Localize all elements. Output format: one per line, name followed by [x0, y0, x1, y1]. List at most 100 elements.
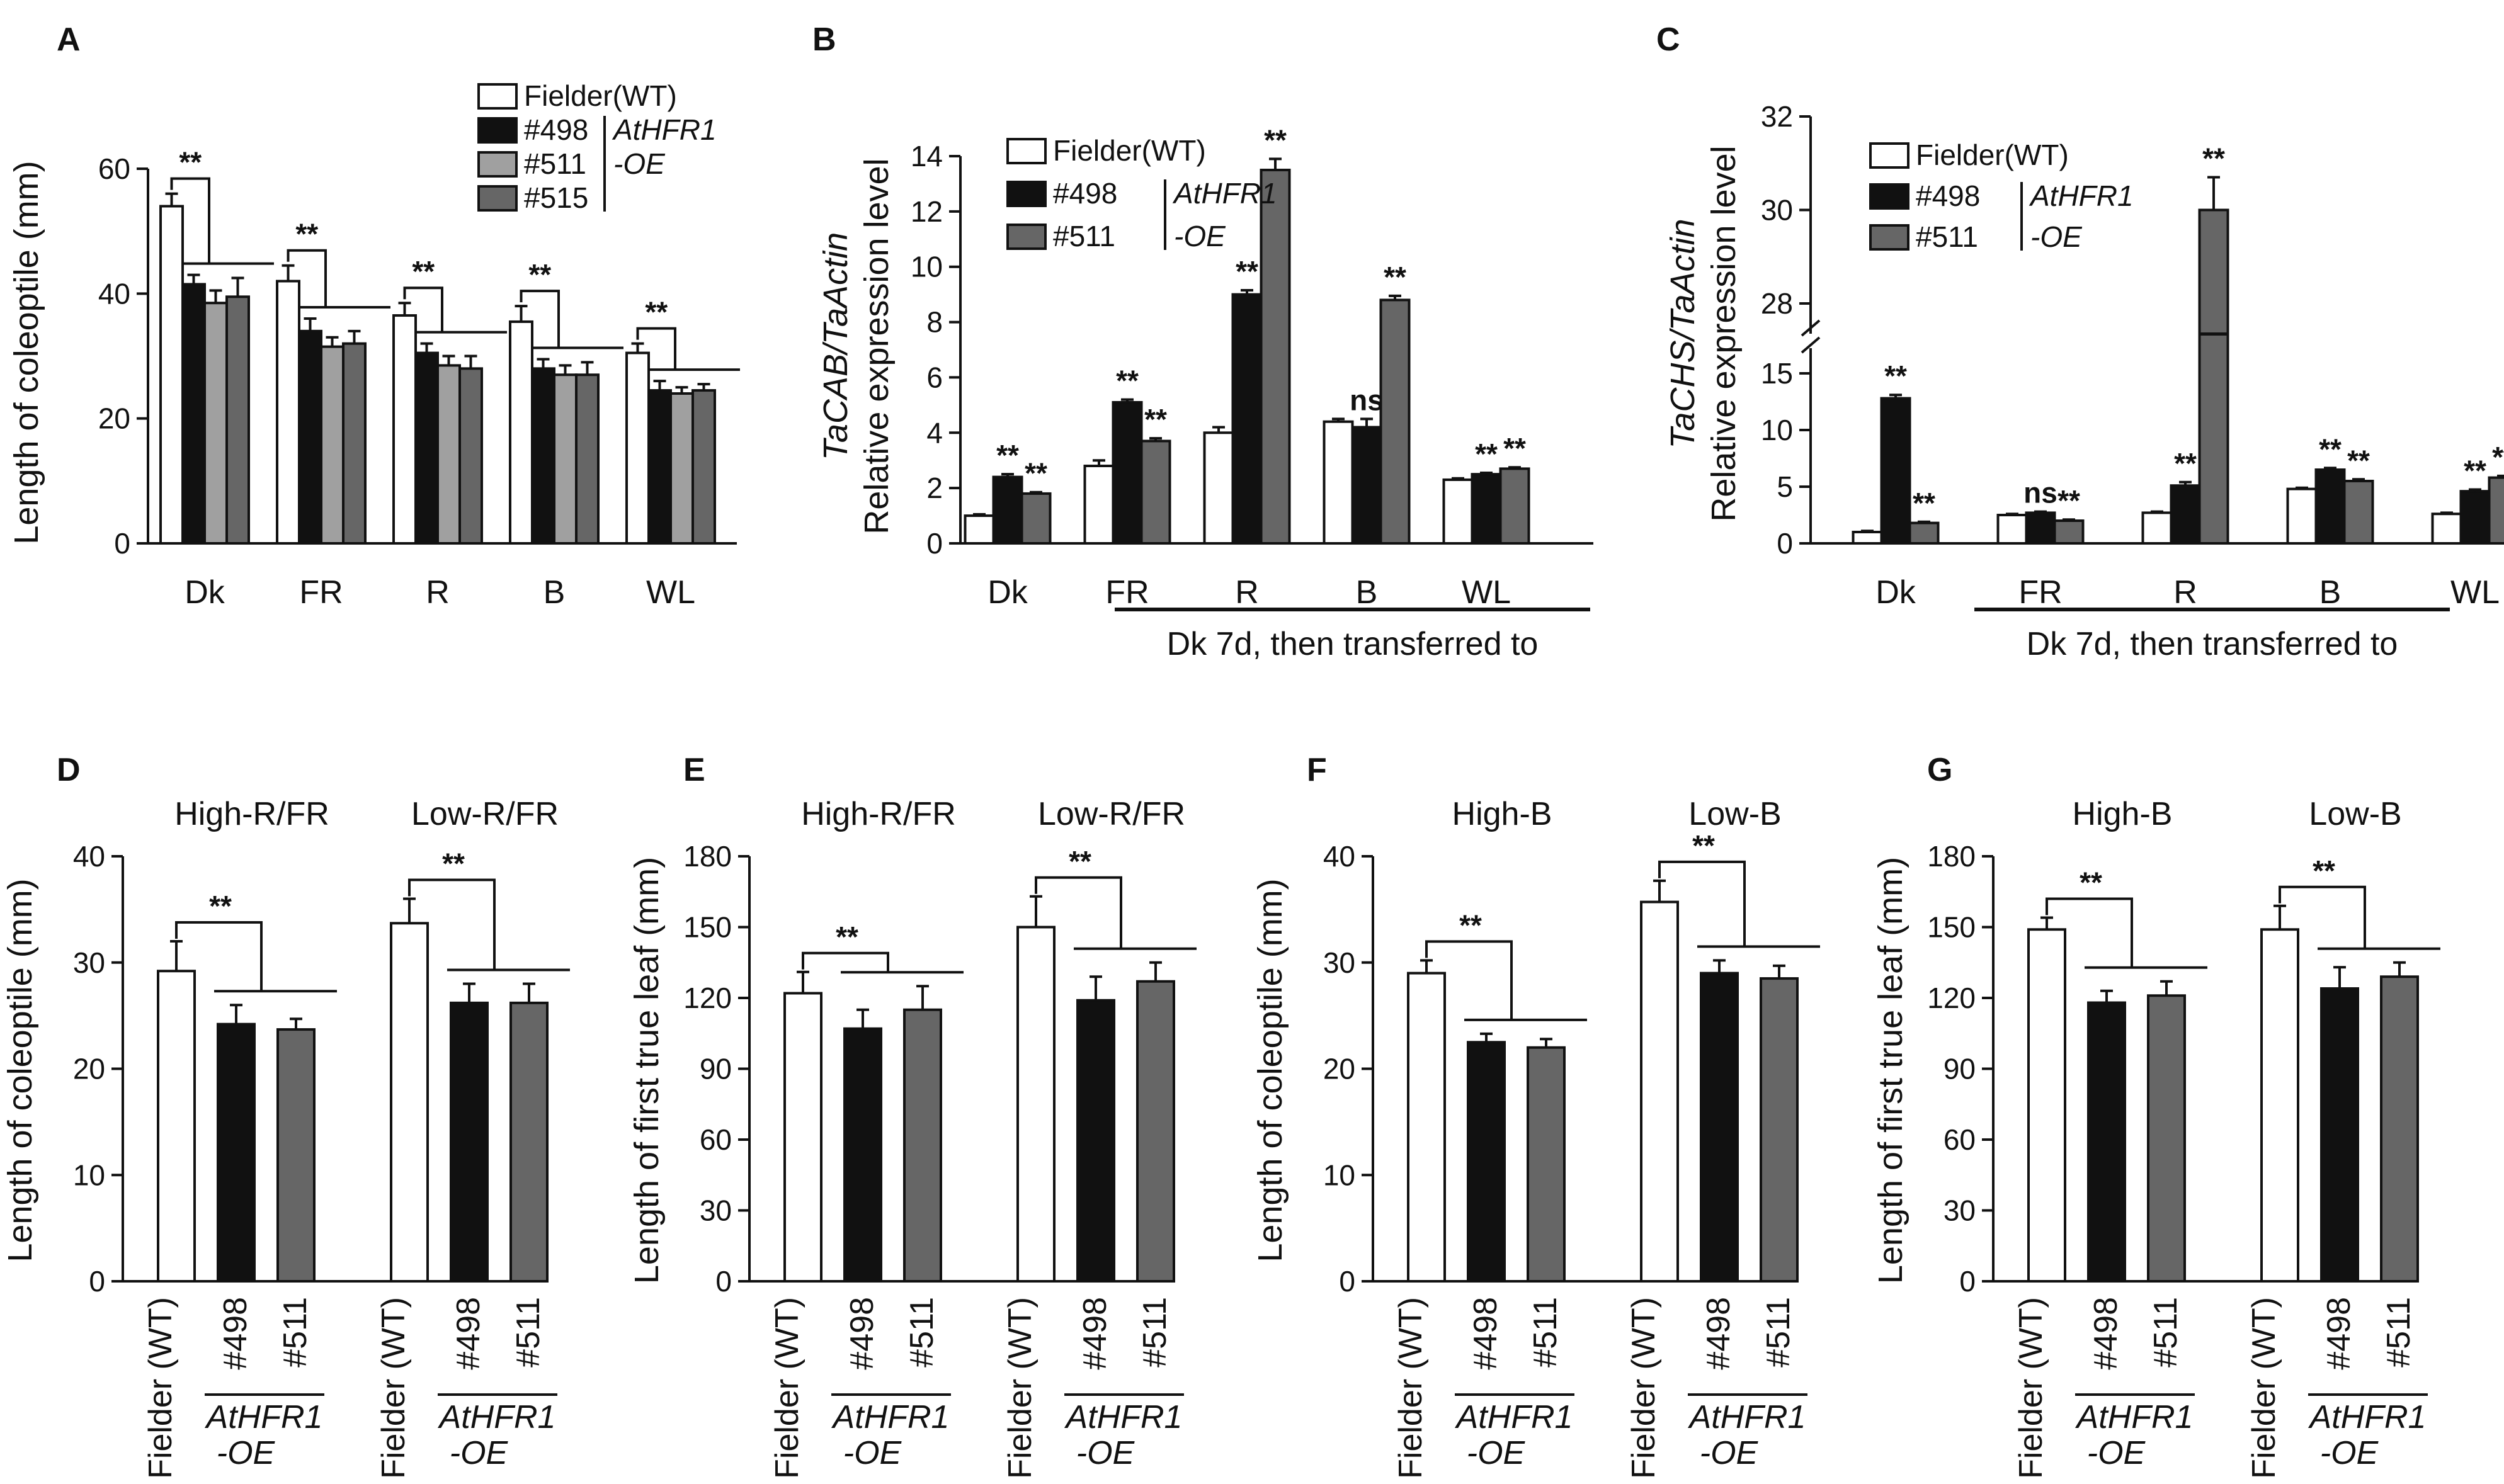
bar — [1020, 492, 1052, 545]
significance-label: ** — [996, 439, 1019, 472]
panel-f: F Length of coleoptile (mm) 0 10 20 30 40 High… — [1251, 752, 1820, 1479]
significance-label: ** — [645, 296, 668, 329]
error-bar — [1389, 294, 1401, 300]
bar — [276, 1028, 316, 1283]
bar — [390, 922, 429, 1283]
significance-label: ** — [1069, 845, 1091, 878]
bar-label-line: #498 — [1700, 1297, 1737, 1370]
error-bar — [2393, 961, 2406, 977]
x-category-label: FR — [1105, 574, 1149, 611]
legend-label: #498 — [1916, 179, 1980, 212]
bar — [1442, 478, 1474, 545]
bar — [2314, 468, 2346, 545]
error-bar — [326, 336, 339, 347]
y-tick-label: 150 — [683, 911, 732, 944]
bar — [531, 367, 555, 545]
y-tick-label: 14 — [911, 140, 943, 173]
error-bar — [1030, 490, 1042, 494]
significance-label: ** — [179, 146, 202, 179]
y-tick-label: 10 — [911, 251, 943, 283]
significance-bracket — [408, 878, 496, 970]
y-axis-title: Relative expression level — [1705, 145, 1743, 521]
significance-label: ** — [1913, 487, 1935, 519]
bar-label-wt: Fielder (WT) — [1625, 1297, 1662, 1479]
x-category-label: FR — [2018, 574, 2062, 611]
bar-label-wt: Fielder (WT) — [2246, 1297, 2282, 1479]
panel-a: A Length of coleoptile (mm) 0 20 40 60 Dk ** FR… — [8, 21, 740, 611]
bar — [1136, 980, 1175, 1283]
bar — [1260, 168, 1291, 545]
bar — [625, 351, 650, 545]
bar — [1471, 473, 1502, 545]
error-bar — [1540, 1038, 1552, 1048]
y-axis-title: Length of coleoptile (mm) — [1, 878, 39, 1262]
transfer-note: Dk 7d, then transferred to — [2027, 626, 2398, 662]
legend-swatch — [477, 117, 518, 144]
significance-label: ** — [836, 920, 858, 953]
significance-label: ** — [209, 890, 232, 922]
error-bar — [1030, 895, 1042, 927]
significance-label: ** — [2202, 142, 2225, 175]
bar — [575, 373, 600, 545]
legend-oe-text: -OE — [2030, 220, 2083, 253]
y-tick-label: 0 — [1339, 1265, 1355, 1298]
x-category-label: R — [1235, 574, 1259, 611]
legend-label: #515 — [524, 181, 588, 214]
bar — [1231, 293, 1263, 545]
y-tick-label: 120 — [683, 982, 732, 1014]
bar — [2286, 487, 2318, 545]
y-tick-label: 20 — [73, 1053, 105, 1085]
x-category-label: R — [426, 574, 450, 611]
y-tick-label: 30 — [700, 1194, 732, 1227]
bar — [1379, 298, 1411, 545]
error-bar — [2469, 488, 2481, 492]
bar — [217, 1022, 256, 1283]
error-bar — [403, 897, 416, 924]
y-tick-label: 0 — [1959, 1265, 1976, 1298]
y-tick-label: 20 — [1323, 1053, 1355, 1085]
legend-swatch — [1869, 224, 1909, 251]
significance-label: ** — [2492, 441, 2504, 473]
y-axis-title: Length of first true leaf (mm) — [1872, 857, 1909, 1284]
bar — [2087, 1001, 2126, 1283]
bar — [157, 970, 196, 1283]
legend-bracket-text: AtHFR1 — [612, 113, 717, 146]
legend-label: #511 — [524, 147, 586, 180]
panel-g-label: G — [1927, 752, 1952, 788]
bar — [458, 367, 483, 545]
error-bar — [1508, 466, 1521, 469]
legend-oe-text: -OE — [1174, 220, 1226, 252]
y-tick-label: 120 — [1927, 982, 1976, 1014]
panel-g: G Length of first true leaf (mm) 0 30 60 90 1… — [1872, 752, 2440, 1479]
oe-suffix: -OE — [450, 1435, 509, 1471]
panel-e-label: E — [683, 752, 705, 788]
legend-swatch — [477, 185, 518, 212]
axis-break-mark — [1801, 336, 1821, 354]
oe-line-name: AtHFR1 — [831, 1399, 950, 1436]
y-tick-label: 40 — [1323, 840, 1355, 873]
bar — [2170, 484, 2201, 545]
group-title: Low-R/FR — [1038, 796, 1185, 832]
y-tick-label: 0 — [114, 527, 130, 560]
y-tick-label: 32 — [1761, 100, 1793, 133]
y-tick-label: 90 — [1943, 1053, 1976, 1085]
y-tick-label: 150 — [1927, 911, 1976, 944]
x-category-label: B — [1356, 574, 1378, 611]
error-bar — [2497, 474, 2504, 478]
error-bar — [1332, 417, 1345, 422]
error-bar — [442, 354, 455, 366]
legend-swatch — [477, 83, 518, 110]
bar — [1499, 467, 1530, 545]
bar — [2488, 476, 2504, 545]
bar — [1203, 431, 1234, 545]
error-bar — [290, 1017, 302, 1030]
bar — [1351, 426, 1382, 545]
significance-bracket — [1658, 860, 1746, 947]
significance-label: ** — [1884, 360, 1907, 392]
bar — [2053, 519, 2085, 545]
bar — [1700, 971, 1739, 1283]
bar — [450, 1001, 489, 1283]
bar — [1323, 420, 1354, 545]
y-tick-label: 30 — [1943, 1194, 1976, 1227]
error-bar — [1918, 520, 1930, 523]
